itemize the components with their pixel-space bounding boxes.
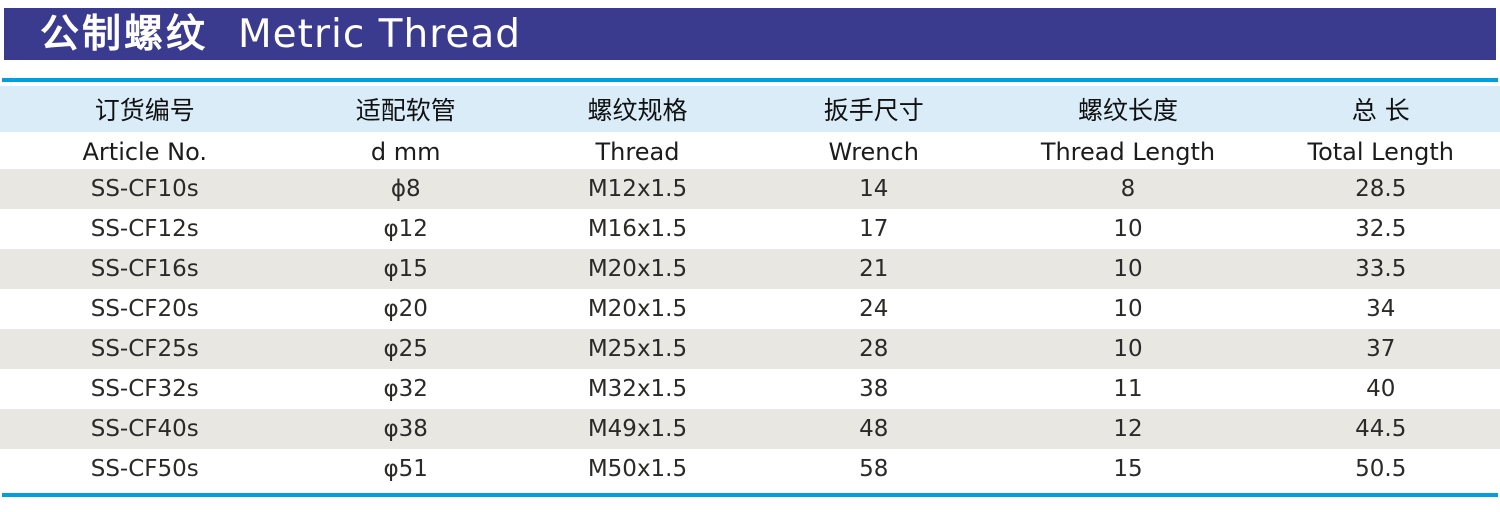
cell-thread: M32x1.5	[587, 376, 688, 402]
column-header-wrench-en: Wrench	[752, 133, 995, 169]
cell-thread-length: 10	[1113, 336, 1143, 362]
cell-wrench: 58	[859, 456, 889, 482]
table-row: SS-CF12s φ12 M16x1.5 17 10 32.5	[0, 209, 1500, 249]
cell-total-length: 37	[1366, 336, 1396, 362]
cell-thread: M50x1.5	[587, 456, 688, 482]
column-header-hose-en: d mm	[289, 133, 522, 169]
cell-article: SS-CF20s	[90, 296, 199, 322]
catalog-page: 公制螺纹 Metric Thread 订货编号 适配软管 螺纹规格 扳手尺寸 螺…	[0, 8, 1500, 512]
table-row: SS-CF40s φ38 M49x1.5 48 12 44.5	[0, 409, 1500, 449]
header-row-english: Article No. d mm Thread Wrench Thread Le…	[0, 133, 1500, 169]
cell-thread: M25x1.5	[587, 336, 688, 362]
cell-total-length: 28.5	[1355, 176, 1407, 202]
cell-article: SS-CF10s	[90, 176, 199, 202]
cell-wrench: 48	[859, 416, 889, 442]
bottom-divider-line	[2, 493, 1498, 497]
cell-hose-diameter: ϕ8	[390, 176, 421, 202]
page-title-chinese: 公制螺纹	[40, 11, 209, 57]
cell-thread: M20x1.5	[587, 296, 688, 322]
cell-wrench: 14	[859, 176, 889, 202]
cell-article: SS-CF32s	[90, 376, 199, 402]
cell-hose-diameter: φ38	[383, 416, 428, 442]
cell-thread-length: 12	[1113, 416, 1143, 442]
cell-total-length: 33.5	[1355, 256, 1407, 282]
column-header-thread-length-en: Thread Length	[994, 133, 1262, 169]
cell-hose-diameter: φ51	[383, 456, 428, 482]
column-header-total-length-zh: 总 长	[1261, 86, 1500, 134]
cell-thread-length: 10	[1113, 296, 1143, 322]
cell-thread: M20x1.5	[587, 256, 688, 282]
title-bar: 公制螺纹 Metric Thread	[4, 8, 1496, 60]
cell-article: SS-CF12s	[90, 216, 199, 242]
cell-total-length: 32.5	[1355, 216, 1407, 242]
cell-wrench: 38	[859, 376, 889, 402]
cell-thread: M16x1.5	[587, 216, 688, 242]
cell-thread-length: 10	[1113, 216, 1143, 242]
cell-article: SS-CF50s	[90, 456, 199, 482]
table-row: SS-CF50s φ51 M50x1.5 58 15 50.5	[0, 449, 1500, 489]
cell-wrench: 24	[859, 296, 889, 322]
column-header-article-en: Article No.	[0, 133, 290, 169]
table-row: SS-CF25s φ25 M25x1.5 28 10 37	[0, 329, 1500, 369]
cell-thread-length: 11	[1113, 376, 1143, 402]
column-header-wrench-zh: 扳手尺寸	[752, 86, 995, 134]
table-row: SS-CF32s φ32 M32x1.5 38 11 40	[0, 369, 1500, 409]
column-header-hose-zh: 适配软管	[289, 86, 522, 134]
cell-article: SS-CF40s	[90, 416, 199, 442]
cell-thread: M49x1.5	[587, 416, 688, 442]
cell-hose-diameter: φ32	[383, 376, 428, 402]
table-row: SS-CF16s φ15 M20x1.5 21 10 33.5	[0, 249, 1500, 289]
cell-wrench: 28	[859, 336, 889, 362]
column-header-thread-zh: 螺纹规格	[521, 86, 753, 134]
cell-total-length: 44.5	[1355, 416, 1407, 442]
cell-thread: M12x1.5	[587, 176, 688, 202]
cell-wrench: 21	[859, 256, 889, 282]
column-header-thread-length-zh: 螺纹长度	[994, 86, 1262, 134]
cell-wrench: 17	[859, 216, 889, 242]
cell-thread-length: 8	[1120, 176, 1136, 202]
table-row: SS-CF20s φ20 M20x1.5 24 10 34	[0, 289, 1500, 329]
metric-thread-spec-table: 订货编号 适配软管 螺纹规格 扳手尺寸 螺纹长度 总 长 Article No.…	[0, 86, 1500, 489]
table-row: SS-CF10s ϕ8 M12x1.5 14 8 28.5	[0, 169, 1500, 209]
cell-thread-length: 10	[1113, 256, 1143, 282]
cell-total-length: 34	[1366, 296, 1396, 322]
header-row-chinese: 订货编号 适配软管 螺纹规格 扳手尺寸 螺纹长度 总 长	[0, 86, 1500, 134]
cell-article: SS-CF25s	[90, 336, 199, 362]
page-title-english: Metric Thread	[238, 11, 522, 57]
cell-thread-length: 15	[1113, 456, 1143, 482]
top-divider-line	[2, 78, 1498, 82]
column-header-thread-en: Thread	[521, 133, 753, 169]
cell-hose-diameter: φ12	[383, 216, 428, 242]
cell-hose-diameter: φ25	[383, 336, 428, 362]
cell-total-length: 40	[1366, 376, 1396, 402]
column-header-article-zh: 订货编号	[0, 86, 290, 134]
cell-hose-diameter: φ20	[383, 296, 428, 322]
column-header-total-length-en: Total Length	[1261, 133, 1500, 169]
cell-hose-diameter: φ15	[383, 256, 428, 282]
cell-article: SS-CF16s	[90, 256, 199, 282]
cell-total-length: 50.5	[1355, 456, 1407, 482]
